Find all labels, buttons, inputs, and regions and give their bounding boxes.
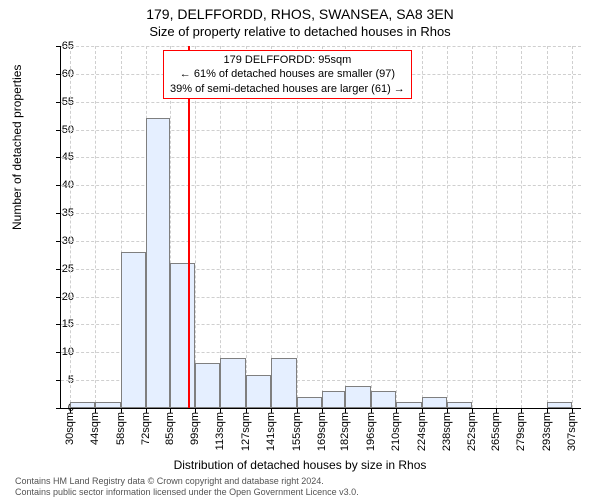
histogram-bar xyxy=(345,386,370,408)
histogram-bar xyxy=(220,358,245,408)
histogram-bar xyxy=(195,363,220,408)
annotation-line-3: 39% of semi-detached houses are larger (… xyxy=(170,82,405,96)
histogram-bar xyxy=(297,397,322,408)
xtick-label: 30sqm xyxy=(64,412,76,445)
footer-line-1: Contains HM Land Registry data © Crown c… xyxy=(15,476,359,487)
xtick-label: 99sqm xyxy=(189,412,201,445)
gridline-v xyxy=(396,46,397,408)
histogram-bar xyxy=(422,397,447,408)
plot-region: 30sqm44sqm58sqm72sqm85sqm99sqm113sqm127s… xyxy=(60,46,581,409)
gridline-v xyxy=(496,46,497,408)
xtick-label: 265sqm xyxy=(490,412,502,451)
xtick-label: 85sqm xyxy=(164,412,176,445)
gridline-v xyxy=(371,46,372,408)
histogram-bar xyxy=(170,263,195,408)
histogram-bar xyxy=(322,391,346,408)
gridline-v xyxy=(547,46,548,408)
histogram-bar xyxy=(246,375,271,408)
chart-area: 30sqm44sqm58sqm72sqm85sqm99sqm113sqm127s… xyxy=(60,46,580,408)
histogram-bar xyxy=(146,118,170,408)
gridline-v xyxy=(422,46,423,408)
xtick-label: 182sqm xyxy=(339,412,351,451)
title-line-2: Size of property relative to detached ho… xyxy=(0,22,600,39)
xtick-label: 141sqm xyxy=(265,412,277,451)
gridline-v xyxy=(271,46,272,408)
xtick-label: 252sqm xyxy=(466,412,478,451)
xtick-label: 113sqm xyxy=(214,412,226,450)
histogram-bar xyxy=(396,402,421,408)
histogram-bar xyxy=(121,252,146,408)
gridline-v xyxy=(195,46,196,408)
xtick-label: 238sqm xyxy=(441,412,453,451)
gridline-v xyxy=(95,46,96,408)
x-axis-label: Distribution of detached houses by size … xyxy=(0,458,600,472)
gridline-v xyxy=(246,46,247,408)
xtick-label: 72sqm xyxy=(140,412,152,445)
xtick-label: 169sqm xyxy=(316,412,328,451)
title-line-1: 179, DELFFORDD, RHOS, SWANSEA, SA8 3EN xyxy=(0,0,600,22)
histogram-bar xyxy=(271,358,296,408)
histogram-bar xyxy=(547,402,572,408)
xtick-label: 127sqm xyxy=(240,412,252,451)
xtick-label: 224sqm xyxy=(416,412,428,451)
gridline-v xyxy=(220,46,221,408)
gridline-v xyxy=(472,46,473,408)
gridline-v xyxy=(70,46,71,408)
gridline-v xyxy=(345,46,346,408)
gridline-v xyxy=(297,46,298,408)
xtick-label: 307sqm xyxy=(566,412,578,451)
histogram-bar xyxy=(447,402,472,408)
gridline-v xyxy=(572,46,573,408)
xtick-label: 293sqm xyxy=(541,412,553,451)
figure: 179, DELFFORDD, RHOS, SWANSEA, SA8 3EN S… xyxy=(0,0,600,500)
gridline-v xyxy=(447,46,448,408)
xtick-label: 44sqm xyxy=(89,412,101,445)
gridline-v xyxy=(322,46,323,408)
gridline-v xyxy=(521,46,522,408)
annotation-line-1: 179 DELFFORDD: 95sqm xyxy=(170,53,405,67)
annotation-box: 179 DELFFORDD: 95sqm ← 61% of detached h… xyxy=(163,50,412,99)
xtick-label: 196sqm xyxy=(365,412,377,451)
footer-attribution: Contains HM Land Registry data © Crown c… xyxy=(15,476,359,498)
xtick-label: 279sqm xyxy=(515,412,527,451)
histogram-bar xyxy=(371,391,396,408)
histogram-bar xyxy=(95,402,120,408)
footer-line-2: Contains public sector information licen… xyxy=(15,487,359,498)
xtick-label: 58sqm xyxy=(115,412,127,445)
reference-vline xyxy=(188,46,190,408)
annotation-line-2: ← 61% of detached houses are smaller (97… xyxy=(170,67,405,81)
histogram-bar xyxy=(70,402,95,408)
xtick-label: 210sqm xyxy=(390,412,402,451)
xtick-label: 155sqm xyxy=(291,412,303,451)
y-axis-label: Number of detached properties xyxy=(10,65,24,230)
